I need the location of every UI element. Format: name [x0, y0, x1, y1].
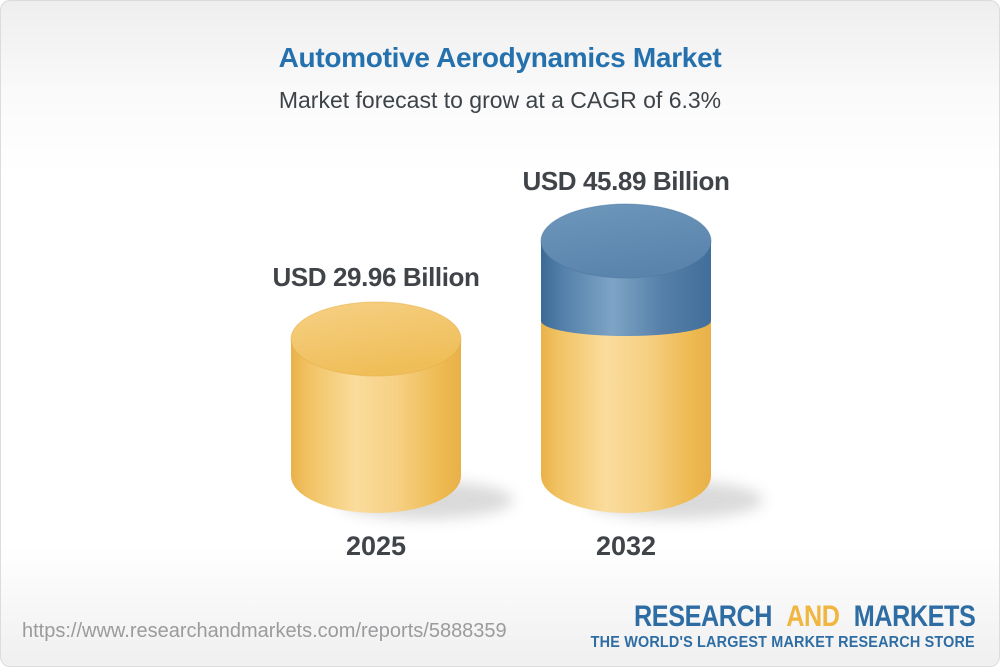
- bar-2025-cap: [290, 301, 462, 377]
- logo-tagline: THE WORLD'S LARGEST MARKET RESEARCH STOR…: [590, 633, 975, 651]
- logo-word-and: AND: [785, 600, 840, 633]
- logo-word-research: RESEARCH: [633, 600, 772, 633]
- page-title: Automotive Aerodynamics Market: [278, 42, 722, 73]
- category-label-2032: 2032: [595, 531, 657, 561]
- bar-2032-cylinder: [540, 203, 712, 513]
- bar-2025-body: [291, 339, 461, 513]
- logo-wordmark: RESEARCH AND MARKETS: [548, 600, 976, 633]
- category-label-2025: 2025: [345, 531, 407, 561]
- research-and-markets-logo: RESEARCH AND MARKETS THE WORLD'S LARGEST…: [548, 600, 976, 652]
- bar-2032-base-segment: [541, 321, 711, 513]
- bar-2025-cylinder: [290, 301, 462, 513]
- page-subtitle: Market forecast to grow at a CAGR of 6.3…: [278, 87, 722, 113]
- value-label-2025: USD 29.96 Billion: [272, 262, 480, 292]
- bar-2032-cap: [540, 203, 712, 279]
- value-label-2032: USD 45.89 Billion: [522, 166, 730, 196]
- logo-word-markets: MARKETS: [853, 600, 975, 633]
- report-url-link[interactable]: https://www.researchandmarkets.com/repor…: [22, 620, 507, 642]
